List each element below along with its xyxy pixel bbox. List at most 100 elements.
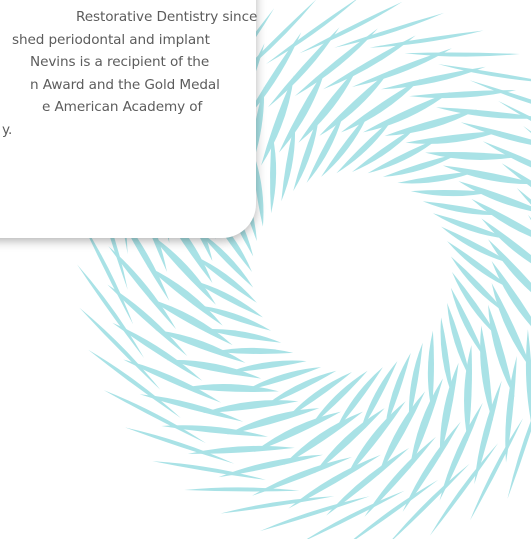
petal xyxy=(516,188,531,205)
petal xyxy=(299,1,403,54)
petal xyxy=(367,137,440,174)
petal xyxy=(469,80,531,104)
petal xyxy=(436,107,531,119)
petal xyxy=(410,378,443,469)
petal xyxy=(498,100,531,121)
petal xyxy=(408,342,423,422)
petal xyxy=(184,487,300,492)
petal xyxy=(203,400,299,413)
petal xyxy=(192,255,257,303)
petal xyxy=(227,408,320,435)
petal xyxy=(480,325,493,421)
petal xyxy=(283,411,363,466)
bio-line: n Award and the Gold Medal xyxy=(30,76,220,93)
petal xyxy=(139,394,244,422)
petal xyxy=(491,261,531,327)
petal xyxy=(243,32,302,123)
petal xyxy=(314,408,385,474)
petal xyxy=(259,496,370,532)
petal xyxy=(336,117,394,174)
petal xyxy=(192,280,263,318)
petal xyxy=(360,361,398,432)
petal xyxy=(88,349,181,419)
petal xyxy=(81,221,134,325)
petal xyxy=(326,447,410,516)
petal xyxy=(152,461,266,480)
petal xyxy=(352,48,452,87)
petal xyxy=(410,190,491,197)
petal xyxy=(402,421,461,512)
bio-line: y. xyxy=(2,121,13,138)
petal xyxy=(220,496,335,514)
bio-text: Restorative Dentistry since shed periodo… xyxy=(0,6,258,141)
bio-line: e American Academy of xyxy=(42,99,203,115)
petal xyxy=(505,356,517,463)
petal xyxy=(335,367,383,432)
petal xyxy=(442,165,531,185)
bio-line: Restorative Dentistry since xyxy=(76,9,258,25)
petal xyxy=(464,345,472,442)
petal xyxy=(488,239,531,293)
petal xyxy=(397,171,477,184)
petal xyxy=(439,362,459,458)
petal xyxy=(150,234,216,305)
petal xyxy=(404,52,520,57)
petal xyxy=(323,35,416,90)
petal xyxy=(270,133,277,214)
petal xyxy=(382,153,460,177)
petal xyxy=(218,454,324,478)
petal xyxy=(392,463,470,539)
petal xyxy=(364,436,436,517)
petal xyxy=(147,266,223,326)
petal xyxy=(452,272,499,338)
petal xyxy=(306,112,344,183)
petal xyxy=(293,115,319,192)
petal xyxy=(264,370,337,407)
petal xyxy=(482,141,531,168)
petal xyxy=(265,0,357,65)
petal xyxy=(458,181,531,212)
petal xyxy=(425,152,522,160)
petal xyxy=(405,131,501,144)
petal xyxy=(384,109,477,136)
petal xyxy=(286,372,352,419)
petal xyxy=(491,283,531,369)
petal xyxy=(334,12,445,48)
petal xyxy=(310,370,368,427)
petal xyxy=(507,420,531,499)
petal xyxy=(161,425,268,437)
petal xyxy=(481,218,531,264)
petal xyxy=(294,28,378,97)
petal xyxy=(103,390,206,444)
petal xyxy=(363,92,450,133)
petal xyxy=(182,384,279,392)
petal xyxy=(155,330,246,363)
petal xyxy=(341,78,421,133)
petal xyxy=(527,214,531,221)
petal xyxy=(187,445,295,454)
petal xyxy=(450,256,507,314)
petal xyxy=(252,457,352,496)
petal xyxy=(470,418,524,521)
petal xyxy=(202,328,282,343)
petal xyxy=(281,122,296,202)
petal xyxy=(523,125,531,133)
petal xyxy=(441,226,512,264)
petal xyxy=(108,246,177,330)
petal xyxy=(319,70,390,136)
petal xyxy=(254,411,341,452)
petal xyxy=(460,122,531,145)
petal xyxy=(380,66,486,90)
petal xyxy=(321,112,369,177)
petal xyxy=(438,64,531,82)
petal xyxy=(123,359,222,403)
bio-card xyxy=(0,0,256,238)
petal xyxy=(268,27,340,108)
petal xyxy=(288,454,381,509)
petal xyxy=(353,479,439,539)
petal xyxy=(439,402,483,501)
petal xyxy=(422,201,502,216)
petal xyxy=(501,163,531,188)
bio-line: shed periodontal and implant xyxy=(12,31,210,48)
